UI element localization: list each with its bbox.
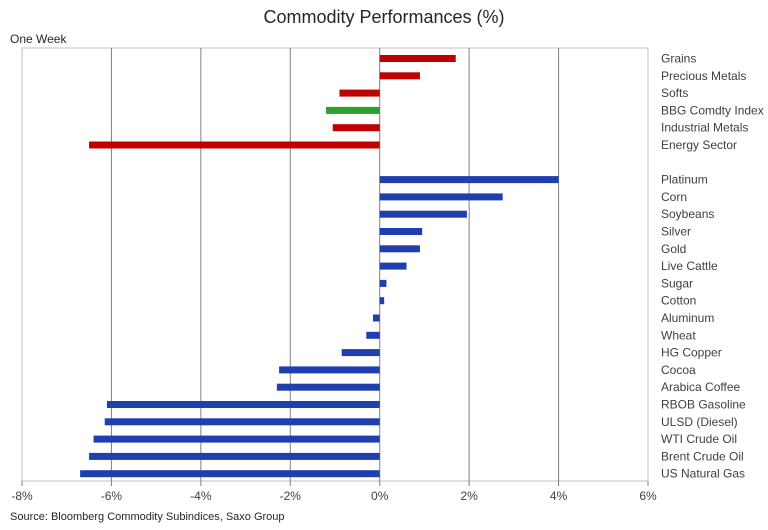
bar	[89, 452, 380, 460]
bar	[366, 331, 380, 339]
bar	[89, 141, 380, 149]
bar	[104, 418, 380, 426]
bar	[379, 176, 559, 184]
category-label: Corn	[661, 190, 687, 204]
category-label: Platinum	[661, 173, 708, 187]
chart-title: Commodity Performances (%)	[263, 7, 505, 27]
category-label: Arabica Coffee	[661, 380, 740, 394]
bar	[341, 349, 380, 357]
x-tick-label: -2%	[280, 489, 302, 503]
bar	[106, 401, 380, 408]
bar	[379, 297, 385, 305]
category-label: Industrial Metals	[661, 121, 748, 135]
x-tick-label: -6%	[101, 489, 123, 503]
x-tick-label: 2%	[460, 489, 478, 503]
category-label: WTI Crude Oil	[661, 432, 737, 446]
source-note: Source: Bloomberg Commodity Subindices, …	[10, 511, 285, 523]
x-tick-label: 4%	[550, 489, 568, 503]
bar	[373, 314, 380, 322]
category-label: HG Copper	[661, 346, 722, 360]
category-label: Soybeans	[661, 207, 714, 221]
category-label: ULSD (Diesel)	[661, 415, 738, 429]
bar	[326, 106, 380, 114]
category-label: Cotton	[661, 294, 696, 308]
bar	[379, 210, 467, 218]
category-label: Aluminum	[661, 311, 714, 325]
category-label: Gold	[661, 242, 686, 256]
period-label: One Week	[10, 32, 67, 46]
bar	[279, 366, 380, 374]
plot-area	[21, 47, 649, 482]
category-label: Brent Crude Oil	[661, 449, 744, 463]
x-tick-label: 0%	[371, 489, 389, 503]
bar	[379, 193, 503, 201]
category-label: RBOB Gasoline	[661, 398, 746, 412]
category-label: Precious Metals	[661, 69, 746, 83]
bar	[80, 470, 380, 478]
bar	[93, 435, 380, 443]
x-tick-label: 6%	[639, 489, 657, 503]
category-label: Live Cattle	[661, 259, 718, 273]
category-label: US Natural Gas	[661, 467, 745, 481]
bar	[379, 245, 420, 253]
category-label: Sugar	[661, 276, 693, 290]
category-label: Cocoa	[661, 363, 696, 377]
bar	[379, 279, 387, 287]
category-label: Silver	[661, 225, 691, 239]
x-tick-label: -8%	[11, 489, 33, 503]
bar	[379, 228, 423, 235]
category-label: BBG Comdty Index	[661, 103, 764, 117]
bar	[379, 55, 456, 62]
category-label: Softs	[661, 86, 688, 100]
category-label: Grains	[661, 52, 696, 66]
bar	[276, 383, 380, 391]
bar	[379, 72, 420, 80]
bar	[339, 89, 380, 97]
bar	[332, 124, 380, 132]
bar	[379, 262, 407, 270]
category-label: Energy Sector	[661, 138, 737, 152]
x-tick-label: -4%	[190, 489, 212, 503]
category-label: Wheat	[661, 328, 696, 342]
